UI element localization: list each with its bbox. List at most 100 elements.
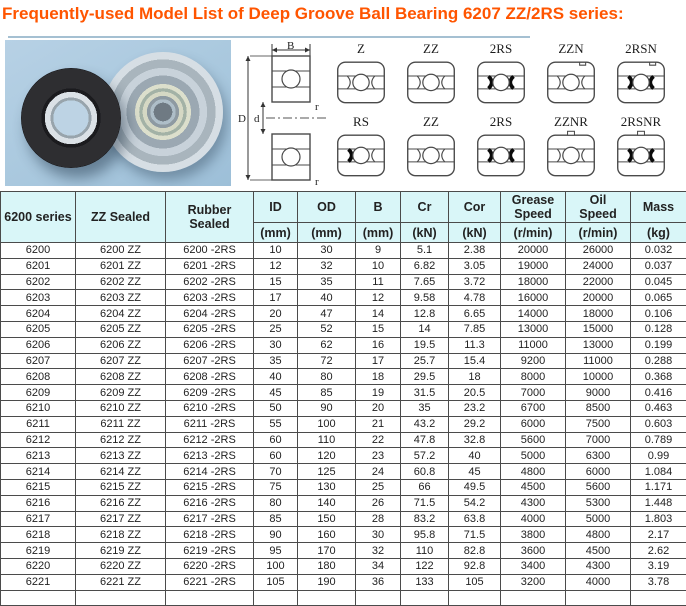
cell-rubber: 6201 -2RS: [166, 258, 254, 274]
bearing-type-label: ZZNR: [554, 113, 588, 130]
cell-zz: 6209 ZZ: [76, 385, 166, 401]
cell-b: 28: [356, 511, 401, 527]
cell-mass: 0.603: [631, 416, 686, 432]
bearing-type-label: 2RS: [490, 40, 512, 57]
cell-zz: 6211 ZZ: [76, 416, 166, 432]
cell-oil: 5600: [566, 479, 631, 495]
cell-mass: 1.084: [631, 464, 686, 480]
bearing-type-2rs-icon: [475, 130, 527, 180]
cell-mass: 0.037: [631, 258, 686, 274]
cell-b: 25: [356, 479, 401, 495]
unit-oil: (r/min): [566, 223, 631, 243]
cell-b: 10: [356, 258, 401, 274]
cell-rubber: 6209 -2RS: [166, 385, 254, 401]
cell-od: 90: [298, 400, 356, 416]
cell-mass: 1.803: [631, 511, 686, 527]
cell-grease: 3600: [501, 543, 566, 559]
cell-cr: 29.5: [401, 369, 449, 385]
cell-grease: 6700: [501, 400, 566, 416]
cell-b: 12: [356, 290, 401, 306]
cell-id: 90: [254, 527, 298, 543]
cell-series: 6218: [1, 527, 76, 543]
cell-cor: 71.5: [449, 527, 501, 543]
cell-id: 50: [254, 400, 298, 416]
cell-oil: 6000: [566, 464, 631, 480]
bearing-diagrams-panel: B D: [236, 40, 686, 186]
cell-oil: 4300: [566, 558, 631, 574]
cell-oil: 7500: [566, 416, 631, 432]
cell-grease: 4000: [501, 511, 566, 527]
cell-oil: 26000: [566, 243, 631, 259]
cell-rubber: 6205 -2RS: [166, 321, 254, 337]
cell-cor: 54.2: [449, 495, 501, 511]
cell-oil: 6300: [566, 448, 631, 464]
cell-series: 6203: [1, 290, 76, 306]
cell-mass: 3.19: [631, 558, 686, 574]
cell-zz: 6210 ZZ: [76, 400, 166, 416]
cell-od: 85: [298, 385, 356, 401]
cell-grease: 16000: [501, 290, 566, 306]
bearing-type-zz-icon: [405, 130, 457, 180]
cell-cr: 47.8: [401, 432, 449, 448]
title-underline: [8, 36, 530, 38]
cell-oil: 5000: [566, 511, 631, 527]
cell-mass: 2.62: [631, 543, 686, 559]
cell-rubber: 6218 -2RS: [166, 527, 254, 543]
bearing-spec-table: 6200 series ZZ Sealed Rubber Sealed ID O…: [0, 191, 686, 606]
cell-rubber: 6204 -2RS: [166, 306, 254, 322]
cell-cor: 3.05: [449, 258, 501, 274]
cell-rubber: 6215 -2RS: [166, 479, 254, 495]
cell-mass: 0.199: [631, 337, 686, 353]
unit-od: (mm): [298, 223, 356, 243]
cell-id: 30: [254, 337, 298, 353]
cell-grease: 13000: [501, 321, 566, 337]
cell-zz: 6215 ZZ: [76, 479, 166, 495]
cell-series: 6205: [1, 321, 76, 337]
cell-od: 80: [298, 369, 356, 385]
cell-id: 45: [254, 385, 298, 401]
cell-od: 72: [298, 353, 356, 369]
cell-grease: 9200: [501, 353, 566, 369]
cell-mass: 0.789: [631, 432, 686, 448]
cell-mass: 0.065: [631, 290, 686, 306]
unit-cr: (kN): [401, 223, 449, 243]
header-zz-sealed: ZZ Sealed: [76, 192, 166, 243]
cell-series: 6204: [1, 306, 76, 322]
cell-id: 70: [254, 464, 298, 480]
cell-cor: 18: [449, 369, 501, 385]
cell-cr: 83.2: [401, 511, 449, 527]
cell-zz: 6207 ZZ: [76, 353, 166, 369]
cell-series: 6210: [1, 400, 76, 416]
dim-b-label: B: [287, 40, 294, 52]
cell-mass: 0.032: [631, 243, 686, 259]
cell-series: 6216: [1, 495, 76, 511]
cell-grease: 6000: [501, 416, 566, 432]
cell-cor: 105: [449, 574, 501, 590]
header-cor: Cor: [449, 192, 501, 223]
cell-cor: 92.8: [449, 558, 501, 574]
cell-series: 6211: [1, 416, 76, 432]
dim-d-outer-label: D: [238, 113, 246, 125]
cell-b: 30: [356, 527, 401, 543]
cell-series: 6212: [1, 432, 76, 448]
cell-oil: 4500: [566, 543, 631, 559]
cell-series: 6213: [1, 448, 76, 464]
bearing-type-label: RS: [353, 113, 369, 130]
cell-od: 30: [298, 243, 356, 259]
cell-b: 34: [356, 558, 401, 574]
cell-rubber: 6214 -2RS: [166, 464, 254, 480]
cell-cr: 35: [401, 400, 449, 416]
cell-mass: 1.171: [631, 479, 686, 495]
cell-oil: 8500: [566, 400, 631, 416]
cell-cr: 57.2: [401, 448, 449, 464]
cell-id: 10: [254, 243, 298, 259]
dim-r-bottom-label: r: [315, 176, 319, 186]
cell-zz: 6218 ZZ: [76, 527, 166, 543]
